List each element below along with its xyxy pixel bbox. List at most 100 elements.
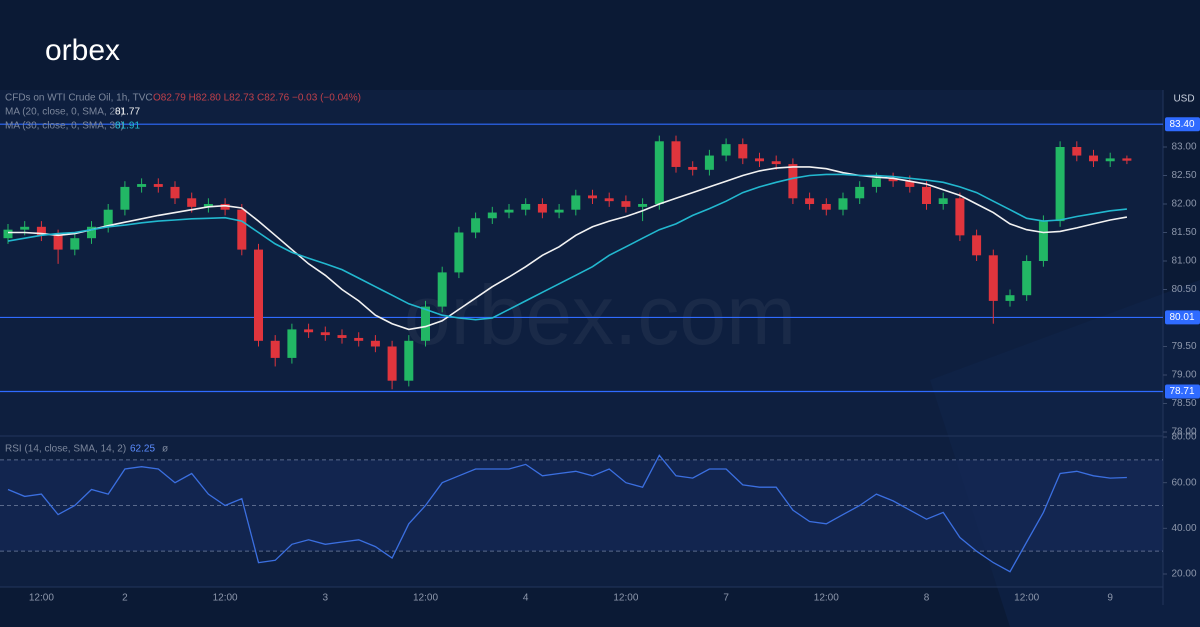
y-tick-label: 78.00 (1171, 427, 1196, 438)
y-tick-label: 80.50 (1171, 284, 1196, 295)
x-tick-label: 4 (523, 593, 529, 604)
y-tick-label: 20.00 (1171, 569, 1196, 580)
rsi-flag: ø (162, 444, 168, 455)
candle-body (220, 204, 230, 210)
candle-body (654, 141, 664, 204)
currency: USD (1173, 94, 1194, 105)
candle-body (671, 141, 681, 167)
ohlc-readout: O82.79 H82.80 L82.73 C82.76 −0.03 (−0.04… (153, 93, 361, 104)
y-tick-label: 81.00 (1171, 256, 1196, 267)
candle-body (955, 198, 965, 236)
y-tick-label: 40.00 (1171, 523, 1196, 534)
candle-body (237, 209, 247, 250)
candle-body (1022, 261, 1032, 296)
candle-body (588, 195, 597, 199)
ma-line (7, 173, 1127, 321)
level-tag (1165, 384, 1200, 399)
x-tick-label: 2 (122, 593, 128, 604)
legend-label: MA (30, close, 0, SMA, 30) (5, 121, 124, 132)
candle-body (454, 232, 464, 273)
candle-body (638, 204, 648, 207)
y-tick-label: 78.50 (1171, 398, 1196, 409)
candle-body (988, 255, 998, 301)
candle-body (87, 226, 96, 239)
x-tick-label: 7 (723, 593, 729, 604)
y-tick-label: 80.00 (1171, 432, 1196, 443)
candle-body (320, 332, 330, 336)
candle-body (1055, 147, 1065, 222)
rsi-last: 62.25 (130, 444, 155, 455)
candle-body (1122, 158, 1132, 161)
x-tick-label: 9 (1107, 593, 1113, 604)
candle-body (688, 166, 698, 170)
chart-title: CFDs on WTI Crude Oil, 1h, TVC (5, 93, 153, 104)
level-tag (1165, 117, 1200, 132)
candle-body (1005, 295, 1015, 301)
candle-body (203, 204, 213, 207)
candle-body (404, 340, 414, 381)
candle-body (604, 198, 614, 202)
legend-value: 81.77 (115, 107, 140, 118)
candle-body (120, 186, 130, 210)
y-tick-label: 60.00 (1171, 477, 1196, 488)
level-tag (1165, 310, 1200, 325)
candle-body (755, 158, 764, 162)
x-tick-label: 12:00 (613, 593, 638, 604)
candle-body (504, 209, 514, 213)
candle-body (938, 198, 948, 204)
x-tick-label: 12:00 (1014, 593, 1039, 604)
x-tick-label: 12:00 (213, 593, 238, 604)
candle-body (53, 235, 63, 250)
candle-body (20, 226, 30, 230)
candle-body (153, 184, 163, 187)
y-tick-label: 83.00 (1171, 142, 1196, 153)
candle-body (871, 178, 881, 187)
y-tick-label: 82.00 (1171, 199, 1196, 210)
y-tick-label: 79.50 (1171, 341, 1196, 352)
candle-body (36, 226, 46, 236)
y-tick-label: 79.00 (1171, 370, 1196, 381)
candle-body (1072, 147, 1082, 156)
level-label: 80.01 (1169, 312, 1194, 323)
candle-body (788, 164, 798, 199)
candle-body (537, 204, 547, 213)
candle-body (621, 201, 631, 207)
candle-body (571, 195, 581, 210)
candle-body (487, 212, 497, 219)
x-tick-label: 12:00 (814, 593, 839, 604)
marks (0, 123, 1163, 573)
x-tick-label: 12:00 (413, 593, 438, 604)
candle-body (821, 204, 831, 210)
y-tick-label: 81.50 (1171, 227, 1196, 238)
candle-body (187, 198, 197, 207)
candle-body (137, 184, 147, 187)
candle-body (1038, 221, 1048, 261)
y-tick-label: 82.50 (1171, 170, 1196, 181)
candle-body (771, 161, 781, 165)
rsi-title: RSI (14, close, SMA, 14, 2) (5, 444, 126, 455)
candle-body (1105, 158, 1115, 162)
candle-body (103, 209, 113, 227)
candle-body (888, 178, 898, 182)
candle-body (270, 340, 280, 358)
candle-body (287, 329, 297, 358)
x-tick-label: 12:00 (29, 593, 54, 604)
candle-body (437, 272, 447, 307)
candle-body (721, 144, 731, 156)
candle-body (1089, 155, 1098, 162)
level-label: 83.40 (1169, 119, 1194, 130)
candle-body (370, 340, 380, 347)
logo: orbex (45, 34, 120, 67)
candle-body (972, 235, 982, 256)
x-tick-label: 8 (924, 593, 930, 604)
candle-body (254, 249, 263, 341)
candle-body (337, 335, 347, 338)
level-label: 78.71 (1169, 386, 1194, 397)
candle-body (304, 329, 314, 333)
candle-body (738, 144, 748, 159)
ma-line (8, 166, 1128, 331)
legend-label: MA (20, close, 0, SMA, 20) (5, 107, 124, 118)
candle-body (421, 306, 430, 341)
x-tick-label: 3 (323, 593, 329, 604)
